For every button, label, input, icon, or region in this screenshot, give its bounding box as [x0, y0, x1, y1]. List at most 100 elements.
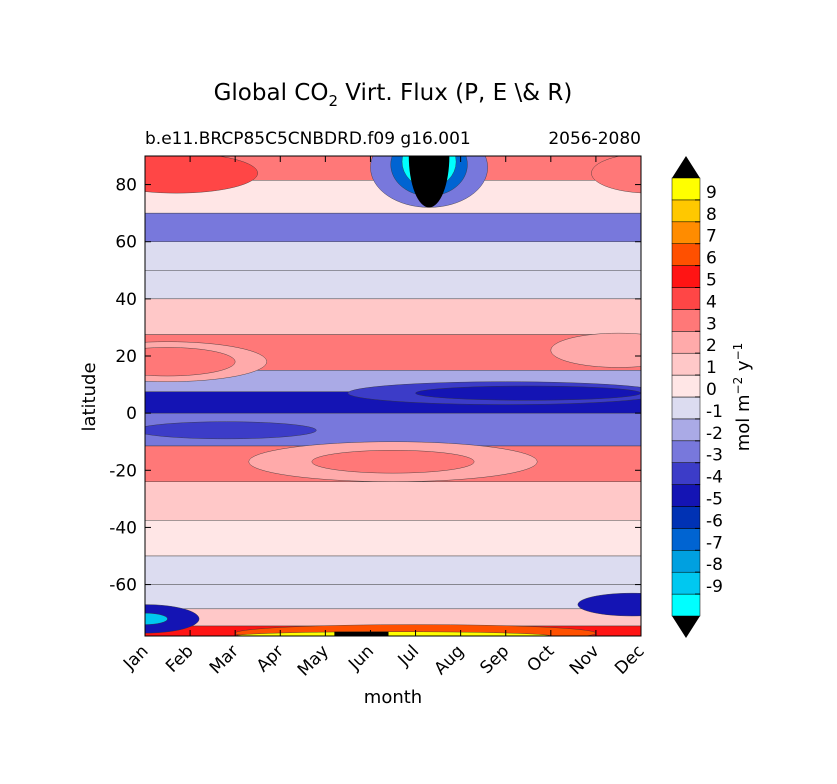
x-tick-label: Jun [344, 641, 378, 675]
colorbar-swatch [671, 352, 701, 376]
colorbar-label: mol m−2 y−1 [731, 343, 754, 452]
colorbar-swatch [671, 177, 701, 201]
colorbar-swatch [671, 331, 701, 354]
y-tick-label: 80 [115, 176, 137, 196]
colorbar-swatch [671, 462, 701, 485]
chart-title-suffix: Virt. Flux (P, E \& R) [338, 80, 572, 106]
colorbar-tick-label: 7 [706, 227, 717, 247]
x-tick-label: Jan [119, 641, 152, 674]
contour-region [145, 421, 317, 440]
x-tick-label: Feb [162, 641, 197, 676]
contour-region [235, 631, 551, 636]
x-tick-label: Apr [253, 641, 288, 676]
x-tick-label: Dec [611, 641, 648, 678]
chart-subtitle-left: b.e11.BRCP85C5CNBDRD.f09 g16.001 [145, 129, 471, 149]
lat-band [145, 212, 641, 242]
y-tick-label: 0 [126, 404, 137, 424]
colorbar-swatch [671, 287, 701, 310]
colorbar-label-unit: mol m [733, 394, 754, 451]
chart-title-prefix: Global CO [214, 80, 329, 106]
y-tick-label: -20 [109, 461, 137, 481]
colorbar-swatch [671, 309, 701, 332]
colorbar-swatch [671, 265, 701, 288]
colorbar-swatch [671, 440, 701, 463]
x-tick-label: Oct [523, 641, 558, 676]
colorbar-tick-label: 3 [706, 314, 717, 334]
contour-region [311, 450, 475, 474]
colorbar-swatch [671, 199, 701, 223]
contour-region [145, 156, 258, 194]
contour-region [145, 347, 236, 377]
x-tick-label: Mar [206, 641, 243, 678]
y-axis: 80 60 40 20 0 -20 -40 -60 [109, 176, 641, 596]
y-axis-label: latitude [79, 362, 100, 431]
colorbar-tick-label: 1 [706, 358, 717, 378]
colorbar-tick-label: -6 [706, 511, 723, 531]
x-tick-label: Aug [431, 641, 469, 679]
heatmap-field [145, 156, 641, 636]
colorbar-tick-label: 9 [706, 183, 717, 203]
y-tick-label: -40 [109, 518, 137, 538]
lat-band [145, 241, 641, 271]
colorbar-extend-min [672, 616, 700, 638]
x-tick-label: May [294, 641, 333, 680]
colorbar-swatch [671, 396, 701, 420]
chart-subtitle-right: 2056-2080 [548, 129, 641, 149]
colorbar-swatch [671, 221, 701, 244]
colorbar-swatch [671, 484, 701, 507]
colorbar-swatch [671, 571, 701, 595]
contour-region [145, 612, 168, 625]
colorbar-tick-label: -1 [706, 402, 723, 422]
contour-region [145, 604, 200, 634]
colorbar-tick-label: -5 [706, 490, 723, 510]
x-axis-label: month [364, 687, 422, 708]
colorbar-swatch [671, 593, 701, 617]
colorbar-swatch [671, 528, 701, 551]
masked-region [334, 631, 389, 636]
lat-band [145, 608, 641, 627]
contour-region [591, 156, 641, 194]
lat-band [145, 298, 641, 335]
colorbar-tick-label: 5 [706, 271, 717, 291]
lat-band [145, 584, 641, 610]
x-tick-label: Nov [566, 641, 604, 679]
colorbar-tick-label: -4 [706, 468, 723, 488]
x-tick-label: Sep [476, 641, 513, 678]
chart-title-subscript: 2 [328, 92, 338, 110]
colorbar-swatch [671, 374, 701, 398]
colorbar-label-exp2: −1 [731, 343, 745, 361]
colorbar-tick-label: 0 [706, 380, 717, 400]
colorbar-tick-label: -9 [706, 577, 723, 597]
lat-band [145, 555, 641, 585]
colorbar-swatch [671, 550, 701, 573]
lat-band [145, 520, 641, 557]
y-tick-label: 20 [115, 347, 137, 367]
colorbar-tick-label: 4 [706, 292, 717, 312]
plot-frame [144, 155, 642, 637]
colorbar-label-unit2: y [733, 360, 754, 377]
colorbar-swatch [671, 243, 701, 266]
colorbar-label-exp1: −2 [731, 377, 745, 395]
colorbar-tick-label: 8 [706, 205, 717, 225]
contour-region [415, 385, 641, 401]
y-tick-label: 40 [115, 290, 137, 310]
colorbar-tick-label: -3 [706, 446, 723, 466]
colorbar-extend-max [672, 156, 700, 178]
colorbar-swatch [671, 418, 701, 442]
contour-region [550, 332, 641, 368]
lat-band [145, 481, 641, 521]
colorbar-tick-label: 2 [706, 336, 717, 356]
y-tick-label: -60 [109, 576, 137, 596]
colorbar-tick-label: 6 [706, 249, 717, 269]
masked-region [408, 156, 450, 208]
contour-region [577, 592, 641, 617]
chart-title: Global CO2 Virt. Flux (P, E \& R) [214, 80, 573, 110]
y-tick-label: 60 [115, 233, 137, 253]
colorbar-tick-label: -7 [706, 533, 723, 553]
lat-band [145, 270, 641, 300]
colorbar-swatch [671, 506, 701, 529]
x-tick-label: Jul [394, 641, 423, 670]
colorbar-tick-label: -2 [706, 424, 723, 444]
